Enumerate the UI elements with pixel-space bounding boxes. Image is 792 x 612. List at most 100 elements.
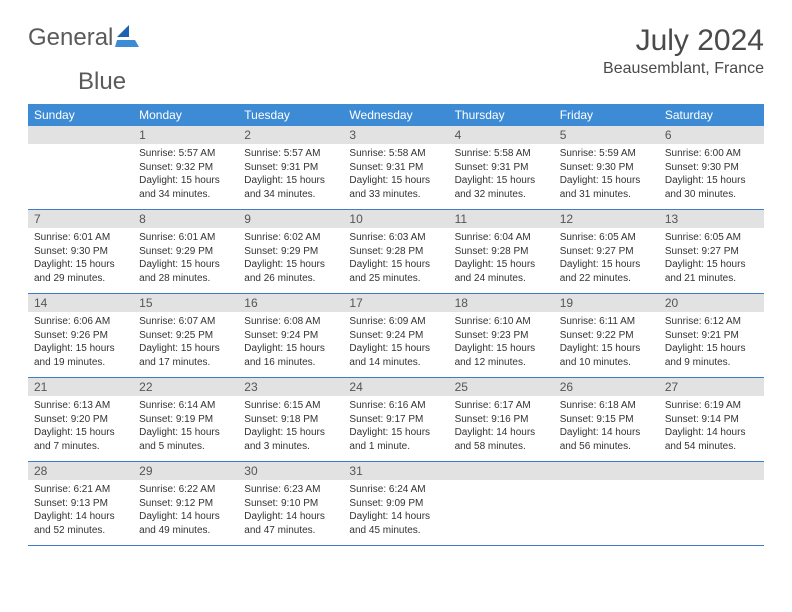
day-number: 21 bbox=[28, 378, 133, 396]
day-number bbox=[449, 462, 554, 480]
day-number: 29 bbox=[133, 462, 238, 480]
calendar-row: 21Sunrise: 6:13 AMSunset: 9:20 PMDayligh… bbox=[28, 378, 764, 462]
calendar-cell: 24Sunrise: 6:16 AMSunset: 9:17 PMDayligh… bbox=[343, 378, 448, 462]
calendar-cell: 20Sunrise: 6:12 AMSunset: 9:21 PMDayligh… bbox=[659, 294, 764, 378]
calendar-body: 1Sunrise: 5:57 AMSunset: 9:32 PMDaylight… bbox=[28, 126, 764, 546]
calendar-row: 28Sunrise: 6:21 AMSunset: 9:13 PMDayligh… bbox=[28, 462, 764, 546]
calendar-cell: 16Sunrise: 6:08 AMSunset: 9:24 PMDayligh… bbox=[238, 294, 343, 378]
day-number: 16 bbox=[238, 294, 343, 312]
calendar-cell: 9Sunrise: 6:02 AMSunset: 9:29 PMDaylight… bbox=[238, 210, 343, 294]
day-details: Sunrise: 6:08 AMSunset: 9:24 PMDaylight:… bbox=[238, 312, 343, 377]
day-number: 22 bbox=[133, 378, 238, 396]
day-details: Sunrise: 6:11 AMSunset: 9:22 PMDaylight:… bbox=[554, 312, 659, 377]
day-number: 28 bbox=[28, 462, 133, 480]
day-number: 26 bbox=[554, 378, 659, 396]
calendar-cell: 5Sunrise: 5:59 AMSunset: 9:30 PMDaylight… bbox=[554, 126, 659, 210]
calendar-cell: 18Sunrise: 6:10 AMSunset: 9:23 PMDayligh… bbox=[449, 294, 554, 378]
day-details: Sunrise: 6:00 AMSunset: 9:30 PMDaylight:… bbox=[659, 144, 764, 209]
day-details: Sunrise: 6:06 AMSunset: 9:26 PMDaylight:… bbox=[28, 312, 133, 377]
calendar-cell: 31Sunrise: 6:24 AMSunset: 9:09 PMDayligh… bbox=[343, 462, 448, 546]
day-details: Sunrise: 5:57 AMSunset: 9:32 PMDaylight:… bbox=[133, 144, 238, 209]
calendar-cell: 4Sunrise: 5:58 AMSunset: 9:31 PMDaylight… bbox=[449, 126, 554, 210]
day-details: Sunrise: 6:07 AMSunset: 9:25 PMDaylight:… bbox=[133, 312, 238, 377]
day-number: 4 bbox=[449, 126, 554, 144]
day-number: 25 bbox=[449, 378, 554, 396]
day-number bbox=[554, 462, 659, 480]
weekday-header: Friday bbox=[554, 104, 659, 126]
day-number: 5 bbox=[554, 126, 659, 144]
calendar-cell: 17Sunrise: 6:09 AMSunset: 9:24 PMDayligh… bbox=[343, 294, 448, 378]
calendar-cell: 15Sunrise: 6:07 AMSunset: 9:25 PMDayligh… bbox=[133, 294, 238, 378]
day-number: 10 bbox=[343, 210, 448, 228]
day-number: 19 bbox=[554, 294, 659, 312]
calendar-cell-empty bbox=[28, 126, 133, 210]
calendar-cell: 12Sunrise: 6:05 AMSunset: 9:27 PMDayligh… bbox=[554, 210, 659, 294]
calendar-cell: 23Sunrise: 6:15 AMSunset: 9:18 PMDayligh… bbox=[238, 378, 343, 462]
day-details: Sunrise: 6:05 AMSunset: 9:27 PMDaylight:… bbox=[659, 228, 764, 293]
day-number: 3 bbox=[343, 126, 448, 144]
weekday-header: Monday bbox=[133, 104, 238, 126]
day-details: Sunrise: 5:59 AMSunset: 9:30 PMDaylight:… bbox=[554, 144, 659, 209]
weekday-header: Thursday bbox=[449, 104, 554, 126]
day-details: Sunrise: 6:21 AMSunset: 9:13 PMDaylight:… bbox=[28, 480, 133, 545]
day-details: Sunrise: 6:12 AMSunset: 9:21 PMDaylight:… bbox=[659, 312, 764, 377]
day-details bbox=[28, 144, 133, 204]
calendar-cell: 8Sunrise: 6:01 AMSunset: 9:29 PMDaylight… bbox=[133, 210, 238, 294]
calendar-cell: 28Sunrise: 6:21 AMSunset: 9:13 PMDayligh… bbox=[28, 462, 133, 546]
brand-word1: General bbox=[28, 24, 113, 52]
weekday-header: Saturday bbox=[659, 104, 764, 126]
day-details: Sunrise: 6:04 AMSunset: 9:28 PMDaylight:… bbox=[449, 228, 554, 293]
calendar-cell: 26Sunrise: 6:18 AMSunset: 9:15 PMDayligh… bbox=[554, 378, 659, 462]
day-details bbox=[659, 480, 764, 540]
day-number: 9 bbox=[238, 210, 343, 228]
calendar-cell-empty bbox=[659, 462, 764, 546]
month-title: July 2024 bbox=[603, 24, 764, 58]
calendar-cell: 2Sunrise: 5:57 AMSunset: 9:31 PMDaylight… bbox=[238, 126, 343, 210]
day-details: Sunrise: 5:58 AMSunset: 9:31 PMDaylight:… bbox=[343, 144, 448, 209]
calendar-cell: 3Sunrise: 5:58 AMSunset: 9:31 PMDaylight… bbox=[343, 126, 448, 210]
day-details: Sunrise: 6:09 AMSunset: 9:24 PMDaylight:… bbox=[343, 312, 448, 377]
calendar-row: 7Sunrise: 6:01 AMSunset: 9:30 PMDaylight… bbox=[28, 210, 764, 294]
day-number: 2 bbox=[238, 126, 343, 144]
calendar-cell-empty bbox=[449, 462, 554, 546]
day-details: Sunrise: 6:19 AMSunset: 9:14 PMDaylight:… bbox=[659, 396, 764, 461]
day-details: Sunrise: 6:01 AMSunset: 9:29 PMDaylight:… bbox=[133, 228, 238, 293]
calendar-table: SundayMondayTuesdayWednesdayThursdayFrid… bbox=[28, 104, 764, 546]
calendar-row: 1Sunrise: 5:57 AMSunset: 9:32 PMDaylight… bbox=[28, 126, 764, 210]
day-number: 24 bbox=[343, 378, 448, 396]
calendar-cell: 27Sunrise: 6:19 AMSunset: 9:14 PMDayligh… bbox=[659, 378, 764, 462]
day-number: 8 bbox=[133, 210, 238, 228]
day-number: 18 bbox=[449, 294, 554, 312]
day-details: Sunrise: 6:23 AMSunset: 9:10 PMDaylight:… bbox=[238, 480, 343, 545]
day-number bbox=[659, 462, 764, 480]
weekday-header-row: SundayMondayTuesdayWednesdayThursdayFrid… bbox=[28, 104, 764, 126]
calendar-cell: 30Sunrise: 6:23 AMSunset: 9:10 PMDayligh… bbox=[238, 462, 343, 546]
sail-icon bbox=[115, 25, 139, 52]
brand-logo: General bbox=[28, 24, 141, 52]
day-details bbox=[449, 480, 554, 540]
day-number: 11 bbox=[449, 210, 554, 228]
day-number: 12 bbox=[554, 210, 659, 228]
day-number: 23 bbox=[238, 378, 343, 396]
day-number: 15 bbox=[133, 294, 238, 312]
day-details: Sunrise: 6:18 AMSunset: 9:15 PMDaylight:… bbox=[554, 396, 659, 461]
day-number: 27 bbox=[659, 378, 764, 396]
day-details: Sunrise: 6:22 AMSunset: 9:12 PMDaylight:… bbox=[133, 480, 238, 545]
day-details: Sunrise: 6:03 AMSunset: 9:28 PMDaylight:… bbox=[343, 228, 448, 293]
day-number: 31 bbox=[343, 462, 448, 480]
day-number: 20 bbox=[659, 294, 764, 312]
day-details: Sunrise: 5:58 AMSunset: 9:31 PMDaylight:… bbox=[449, 144, 554, 209]
calendar-cell: 22Sunrise: 6:14 AMSunset: 9:19 PMDayligh… bbox=[133, 378, 238, 462]
day-number: 14 bbox=[28, 294, 133, 312]
day-number: 6 bbox=[659, 126, 764, 144]
day-number: 1 bbox=[133, 126, 238, 144]
day-details: Sunrise: 6:13 AMSunset: 9:20 PMDaylight:… bbox=[28, 396, 133, 461]
calendar-cell: 10Sunrise: 6:03 AMSunset: 9:28 PMDayligh… bbox=[343, 210, 448, 294]
day-details: Sunrise: 6:16 AMSunset: 9:17 PMDaylight:… bbox=[343, 396, 448, 461]
day-number: 13 bbox=[659, 210, 764, 228]
brand-word2: Blue bbox=[78, 68, 126, 95]
calendar-cell: 14Sunrise: 6:06 AMSunset: 9:26 PMDayligh… bbox=[28, 294, 133, 378]
day-number: 7 bbox=[28, 210, 133, 228]
calendar-cell: 25Sunrise: 6:17 AMSunset: 9:16 PMDayligh… bbox=[449, 378, 554, 462]
day-details: Sunrise: 6:14 AMSunset: 9:19 PMDaylight:… bbox=[133, 396, 238, 461]
